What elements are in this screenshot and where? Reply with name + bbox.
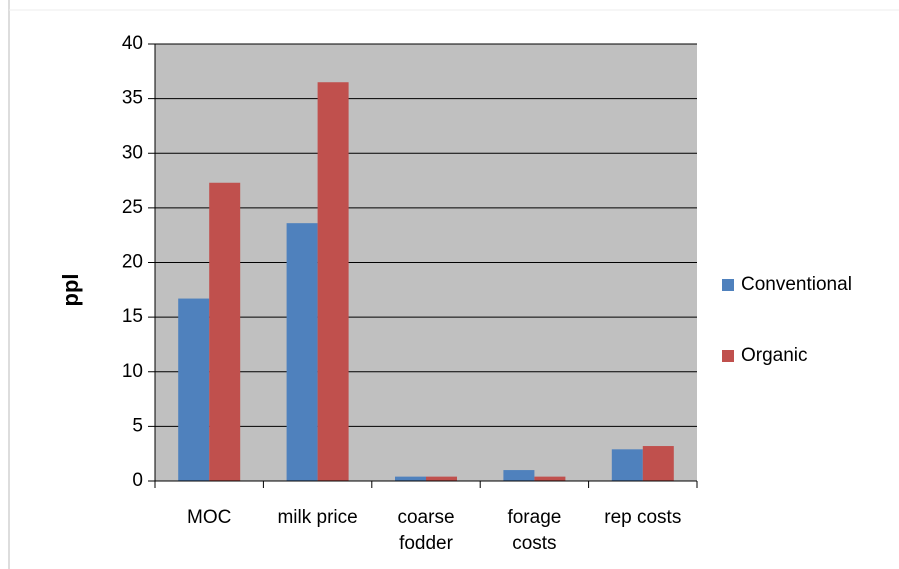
y-tick-label: 15 <box>122 306 143 327</box>
x-tick-label: MOC <box>187 507 232 528</box>
y-tick-label: 5 <box>132 415 143 436</box>
y-axis-label: ppl <box>58 274 83 307</box>
bar <box>534 476 566 481</box>
y-tick-label: 0 <box>132 470 143 491</box>
x-tick-label: forage costs <box>507 507 562 554</box>
y-tick-label: 10 <box>122 361 143 382</box>
bar <box>317 82 349 482</box>
x-tick-label: coarse fodder <box>397 507 455 554</box>
legend-label: Conventional <box>741 274 852 295</box>
x-tick-label: milk price <box>277 507 358 528</box>
bar <box>642 446 674 481</box>
bar <box>286 223 318 482</box>
legend-swatch <box>722 279 734 291</box>
bar <box>503 470 535 481</box>
y-tick-label: 20 <box>122 252 143 273</box>
legend-swatch <box>722 350 734 362</box>
bar <box>611 449 643 481</box>
y-tick-label: 30 <box>122 142 143 163</box>
bar <box>395 476 426 481</box>
bar <box>178 298 210 481</box>
y-tick-label: 25 <box>122 197 143 218</box>
x-tick-label: rep costs <box>604 507 682 528</box>
legend-label: Organic <box>741 345 808 366</box>
y-tick-label: 35 <box>122 88 143 109</box>
y-tick-label: 40 <box>122 33 143 54</box>
bar <box>426 476 457 481</box>
bar <box>209 182 241 481</box>
